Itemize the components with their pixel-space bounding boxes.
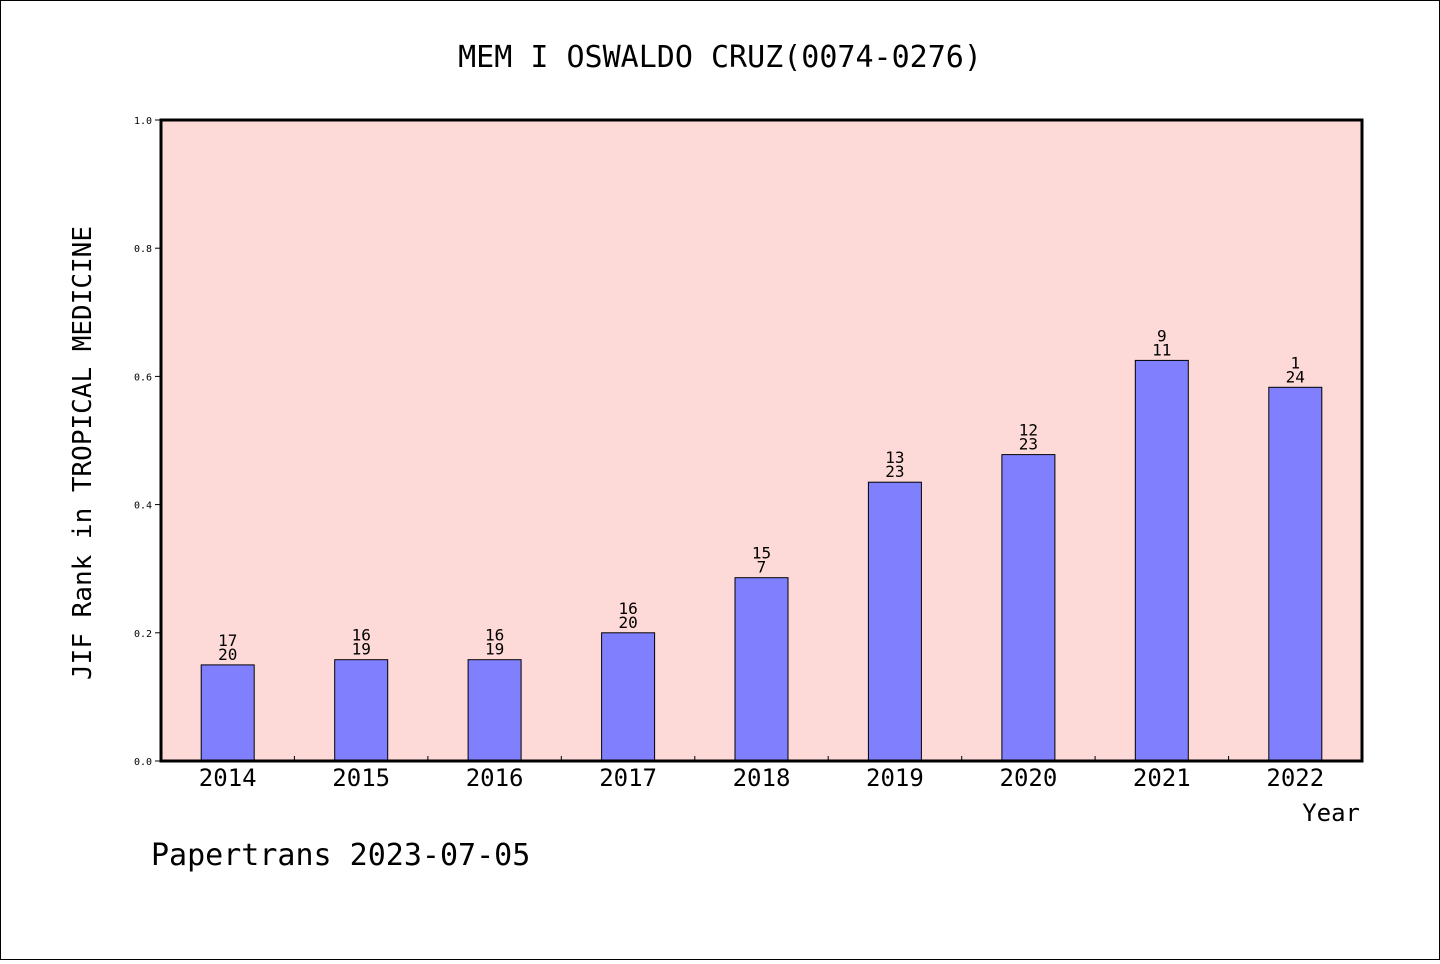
bar-2015 [334,659,389,762]
bar-2016 [467,659,522,762]
data-label-total-2015: 19 [352,640,371,659]
bar-2017 [601,632,656,762]
y-tick-label: 0.8 [134,244,152,255]
data-label-rank-2019: 13 [885,448,904,467]
data-label-total-2021: 11 [1152,340,1171,359]
data-label-total-2022: 24 [1286,367,1305,386]
y-axis-label: JIF Rank in TROPICAL MEDICINE [68,226,98,680]
data-label-rank-2018: 15 [752,544,771,563]
x-tick-label-2019: 2019 [866,764,924,792]
bar-2021 [1134,359,1189,762]
x-tick-label-2021: 2021 [1133,764,1191,792]
x-tick-label-2016: 2016 [466,764,524,792]
y-tick-label: 0.0 [134,757,152,768]
data-label-total-2014: 20 [218,645,237,664]
data-label-rank-2017: 16 [618,599,637,618]
x-tick-label-2014: 2014 [199,764,257,792]
y-tick-label: 0.6 [134,372,152,383]
y-tick-label: 0.2 [134,629,152,640]
x-tick-label-2017: 2017 [599,764,657,792]
data-label-rank-2021: 9 [1157,326,1167,345]
x-tick-label-2022: 2022 [1266,764,1324,792]
x-axis-label: Year [1302,799,1360,827]
footer-text: Papertrans 2023-07-05 [151,838,530,873]
data-label-total-2018: 7 [757,558,767,577]
bar-2014 [200,664,255,762]
data-label-rank-2014: 17 [218,631,237,650]
data-label-rank-2020: 12 [1019,421,1038,440]
data-label-total-2020: 23 [1019,435,1038,454]
data-label-rank-2016: 16 [485,626,504,645]
data-label-total-2017: 20 [618,613,637,632]
chart-title: MEM I OSWALDO CRUZ(0074-0276) [458,40,982,75]
data-label-total-2016: 19 [485,640,504,659]
plot-border [159,118,1364,763]
bar-2018 [734,577,789,762]
ticks-layer: 2014 2015 2016 2017 2018 2019 2020 2021 20220.00… [134,116,1324,792]
y-tick-label: 0.4 [134,501,152,512]
data-label-rank-2015: 16 [352,626,371,645]
y-tick-label: 1.0 [134,116,152,127]
data-label-total-2019: 23 [885,462,904,481]
x-tick-label-2015: 2015 [332,764,390,792]
bar-2020 [1001,454,1056,762]
x-tick-label-2020: 2020 [1000,764,1058,792]
data-label-rank-2022: 1 [1290,353,1300,372]
bar-2022 [1268,386,1323,762]
bar-2019 [867,481,922,762]
x-tick-label-2018: 2018 [733,764,791,792]
